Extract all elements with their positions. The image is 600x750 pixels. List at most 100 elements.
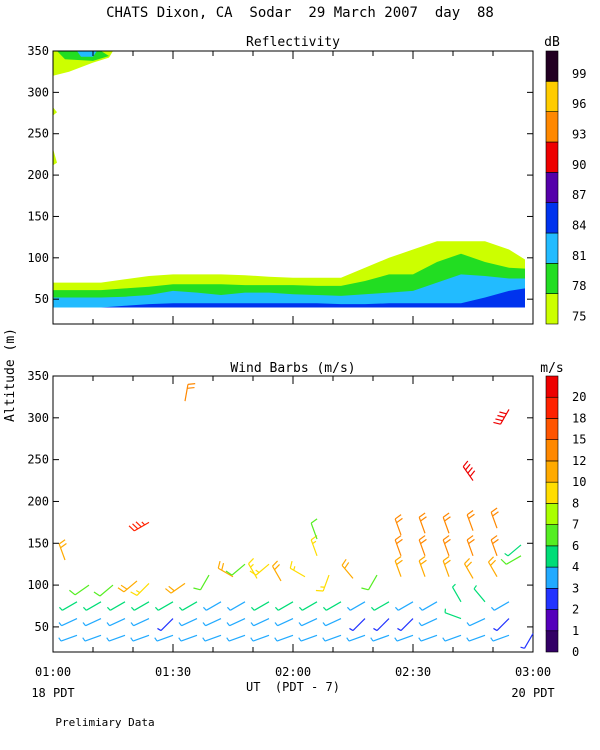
wind-barb: [82, 601, 102, 611]
wind-barb: [178, 601, 198, 611]
wind-barb: [315, 574, 330, 592]
colorbar-level-label: 12: [572, 454, 586, 468]
x-tick-label: 03:00: [515, 665, 551, 679]
y-tick-label: 150: [27, 536, 49, 550]
colorbar-swatch: [545, 439, 559, 462]
x-tick-label: 02:30: [395, 665, 431, 679]
wind-barb: [117, 580, 138, 593]
right-date-label: 20 PDT: [511, 686, 554, 700]
wind-barb: [202, 618, 222, 627]
reflectivity-patch-81: [77, 51, 97, 57]
wind-barb: [130, 618, 150, 627]
y-tick-label: 50: [35, 292, 49, 306]
wind-barb: [106, 618, 126, 627]
colorbar-level-label: 8: [572, 496, 579, 510]
wind-barb: [82, 634, 102, 642]
colorbar-swatch: [545, 293, 559, 325]
wind-barb: [490, 601, 510, 611]
wind-barb: [490, 535, 499, 557]
wind-barb: [394, 601, 414, 611]
colorbar-swatch: [545, 418, 559, 440]
wind-barb: [249, 563, 270, 576]
wind-barb: [130, 634, 150, 642]
colorbar-swatch: [545, 172, 559, 203]
wind-barb: [298, 634, 318, 642]
colorbar-level-label: 18: [572, 411, 586, 425]
wind-barb: [298, 618, 318, 627]
wind-barb: [493, 409, 510, 425]
wind-barb: [451, 583, 462, 603]
wind-barb: [58, 601, 78, 611]
y-tick-label: 100: [27, 251, 49, 265]
wind-barb: [466, 509, 475, 531]
wind-barb: [418, 512, 427, 534]
windbarb-colorbar-label: m/s: [540, 361, 563, 376]
wind-barb: [349, 618, 366, 632]
wind-barb: [202, 601, 222, 611]
wind-barb: [493, 618, 510, 632]
wind-barb: [500, 555, 522, 565]
wind-barb: [418, 535, 427, 557]
colorbar-level-label: 10: [572, 475, 586, 489]
x-axis-label: UT (PDT - 7): [246, 680, 340, 694]
wind-barb: [370, 601, 390, 611]
wind-barb: [271, 560, 282, 582]
wind-barb: [193, 574, 210, 591]
wind-barb: [473, 585, 486, 603]
colorbar-swatch: [545, 396, 559, 419]
wind-barb: [58, 634, 78, 642]
colorbar-swatch: [545, 141, 559, 173]
footer-note: Prelimiary Data: [55, 716, 154, 729]
colorbar-swatch: [545, 232, 559, 264]
wind-barb: [394, 514, 403, 536]
reflectivity-contours: [53, 51, 525, 308]
colorbar-level-label: 75: [572, 309, 586, 323]
wind-barb: [463, 558, 474, 579]
wind-barb: [394, 535, 403, 557]
wind-barb: [394, 555, 403, 577]
wind-barb: [154, 634, 174, 642]
wind-barb: [373, 618, 390, 632]
wind-barbs: [58, 382, 534, 649]
wind-barb: [106, 601, 126, 611]
wind-barb: [93, 584, 114, 597]
wind-barb: [178, 634, 198, 642]
wind-barb: [466, 535, 475, 557]
colorbar-swatch: [545, 202, 559, 234]
colorbar-swatch: [545, 111, 559, 143]
colorbar-swatch: [545, 81, 559, 112]
colorbar-level-label: 20: [572, 390, 586, 404]
windbarb-title: Wind Barbs (m/s): [230, 361, 355, 376]
wind-barb: [274, 618, 294, 627]
wind-barb: [226, 601, 246, 611]
colorbar-swatch: [545, 503, 559, 525]
wind-barb: [128, 521, 150, 532]
wind-barb: [418, 555, 427, 577]
wind-barb: [165, 582, 186, 594]
wind-barb: [106, 634, 126, 642]
colorbar-swatch: [545, 375, 559, 398]
colorbar-swatch: [545, 524, 559, 547]
colorbar-swatch: [545, 545, 559, 568]
colorbar-swatch: [545, 460, 559, 483]
wind-barb: [226, 618, 246, 627]
colorbar-level-label: 15: [572, 433, 586, 447]
wind-barb: [322, 634, 342, 642]
wind-barb: [226, 634, 246, 642]
left-date-label: 18 PDT: [31, 686, 74, 700]
y-tick-label: 350: [27, 369, 49, 383]
reflectivity-axis: 50 100 150 200 250 300 350: [27, 44, 533, 324]
reflectivity-patch-75: [53, 148, 57, 166]
y-tick-label: 350: [27, 44, 49, 58]
wind-barb: [310, 518, 318, 540]
y-tick-label: 200: [27, 168, 49, 182]
y-tick-label: 300: [27, 85, 49, 99]
wind-barb: [442, 535, 451, 557]
wind-barb: [442, 634, 462, 642]
reflectivity-band-81: [53, 274, 525, 308]
colorbar-level-label: 96: [572, 97, 586, 111]
wind-barb: [69, 584, 90, 596]
x-tick-label: 01:30: [155, 665, 191, 679]
colorbar-level-label: 84: [572, 218, 586, 232]
